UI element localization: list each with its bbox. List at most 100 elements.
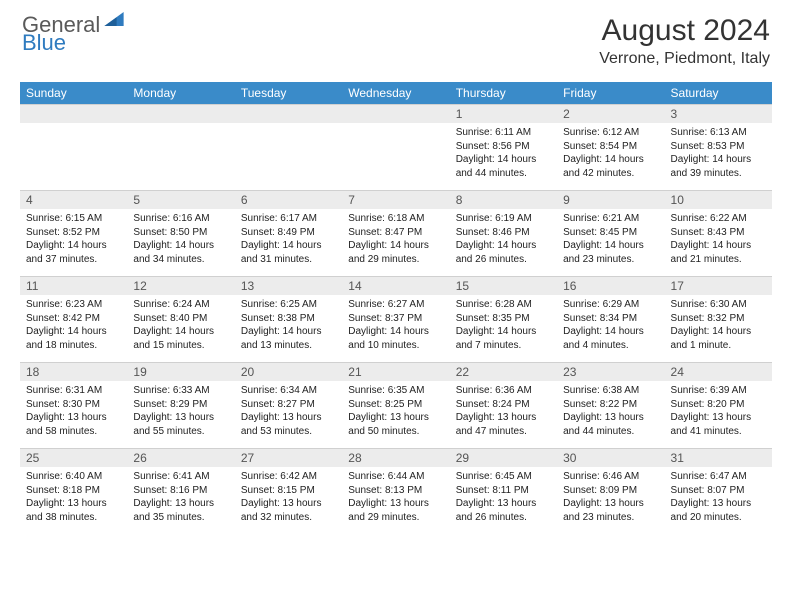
day-number: 29 — [450, 448, 557, 467]
day-header: Tuesday — [235, 82, 342, 104]
day-text: Sunrise: 6:46 AMSunset: 8:09 PMDaylight:… — [557, 467, 664, 530]
day-number: 7 — [342, 190, 449, 209]
day-text: Sunrise: 6:17 AMSunset: 8:49 PMDaylight:… — [235, 209, 342, 272]
calendar-cell: 17Sunrise: 6:30 AMSunset: 8:32 PMDayligh… — [665, 276, 772, 362]
calendar-cell: 6Sunrise: 6:17 AMSunset: 8:49 PMDaylight… — [235, 190, 342, 276]
day-text: Sunrise: 6:39 AMSunset: 8:20 PMDaylight:… — [665, 381, 772, 444]
day-number: 8 — [450, 190, 557, 209]
calendar-week: 4Sunrise: 6:15 AMSunset: 8:52 PMDaylight… — [20, 190, 772, 276]
day-text: Sunrise: 6:12 AMSunset: 8:54 PMDaylight:… — [557, 123, 664, 186]
day-text: Sunrise: 6:30 AMSunset: 8:32 PMDaylight:… — [665, 295, 772, 358]
day-text: Sunrise: 6:25 AMSunset: 8:38 PMDaylight:… — [235, 295, 342, 358]
calendar-cell: 16Sunrise: 6:29 AMSunset: 8:34 PMDayligh… — [557, 276, 664, 362]
title-block: August 2024 Verrone, Piedmont, Italy — [599, 14, 770, 68]
calendar-cell: 25Sunrise: 6:40 AMSunset: 8:18 PMDayligh… — [20, 448, 127, 534]
day-text: Sunrise: 6:33 AMSunset: 8:29 PMDaylight:… — [127, 381, 234, 444]
logo: GeneralBlue — [22, 14, 122, 54]
day-header: Monday — [127, 82, 234, 104]
calendar-week: 11Sunrise: 6:23 AMSunset: 8:42 PMDayligh… — [20, 276, 772, 362]
calendar-cell: 10Sunrise: 6:22 AMSunset: 8:43 PMDayligh… — [665, 190, 772, 276]
day-number: 27 — [235, 448, 342, 467]
day-text: Sunrise: 6:45 AMSunset: 8:11 PMDaylight:… — [450, 467, 557, 530]
day-number: 2 — [557, 104, 664, 123]
calendar-cell — [235, 104, 342, 190]
calendar-cell: 5Sunrise: 6:16 AMSunset: 8:50 PMDaylight… — [127, 190, 234, 276]
day-text: Sunrise: 6:47 AMSunset: 8:07 PMDaylight:… — [665, 467, 772, 530]
calendar-cell: 24Sunrise: 6:39 AMSunset: 8:20 PMDayligh… — [665, 362, 772, 448]
day-number: 4 — [20, 190, 127, 209]
day-number: 23 — [557, 362, 664, 381]
calendar-cell: 2Sunrise: 6:12 AMSunset: 8:54 PMDaylight… — [557, 104, 664, 190]
day-number: 5 — [127, 190, 234, 209]
day-number: 9 — [557, 190, 664, 209]
day-number: 26 — [127, 448, 234, 467]
day-number: 25 — [20, 448, 127, 467]
day-header: Friday — [557, 82, 664, 104]
day-number: 15 — [450, 276, 557, 295]
calendar-cell: 27Sunrise: 6:42 AMSunset: 8:15 PMDayligh… — [235, 448, 342, 534]
logo-triangle-icon — [104, 12, 124, 30]
day-number: 16 — [557, 276, 664, 295]
day-number: 14 — [342, 276, 449, 295]
day-text: Sunrise: 6:34 AMSunset: 8:27 PMDaylight:… — [235, 381, 342, 444]
day-number: 22 — [450, 362, 557, 381]
day-text: Sunrise: 6:21 AMSunset: 8:45 PMDaylight:… — [557, 209, 664, 272]
day-number — [235, 104, 342, 123]
calendar-cell: 23Sunrise: 6:38 AMSunset: 8:22 PMDayligh… — [557, 362, 664, 448]
day-number — [20, 104, 127, 123]
calendar-cell — [127, 104, 234, 190]
calendar-cell: 31Sunrise: 6:47 AMSunset: 8:07 PMDayligh… — [665, 448, 772, 534]
calendar-cell: 18Sunrise: 6:31 AMSunset: 8:30 PMDayligh… — [20, 362, 127, 448]
day-text: Sunrise: 6:11 AMSunset: 8:56 PMDaylight:… — [450, 123, 557, 186]
day-number: 18 — [20, 362, 127, 381]
calendar-head: SundayMondayTuesdayWednesdayThursdayFrid… — [20, 82, 772, 104]
calendar-cell: 7Sunrise: 6:18 AMSunset: 8:47 PMDaylight… — [342, 190, 449, 276]
day-header: Saturday — [665, 82, 772, 104]
day-number: 31 — [665, 448, 772, 467]
calendar-cell: 26Sunrise: 6:41 AMSunset: 8:16 PMDayligh… — [127, 448, 234, 534]
day-text: Sunrise: 6:38 AMSunset: 8:22 PMDaylight:… — [557, 381, 664, 444]
day-number: 19 — [127, 362, 234, 381]
calendar: SundayMondayTuesdayWednesdayThursdayFrid… — [20, 82, 772, 534]
day-number: 12 — [127, 276, 234, 295]
day-number: 20 — [235, 362, 342, 381]
calendar-cell: 13Sunrise: 6:25 AMSunset: 8:38 PMDayligh… — [235, 276, 342, 362]
day-text: Sunrise: 6:19 AMSunset: 8:46 PMDaylight:… — [450, 209, 557, 272]
day-text: Sunrise: 6:24 AMSunset: 8:40 PMDaylight:… — [127, 295, 234, 358]
day-header: Thursday — [450, 82, 557, 104]
day-text: Sunrise: 6:23 AMSunset: 8:42 PMDaylight:… — [20, 295, 127, 358]
day-text: Sunrise: 6:16 AMSunset: 8:50 PMDaylight:… — [127, 209, 234, 272]
calendar-cell — [342, 104, 449, 190]
day-number: 28 — [342, 448, 449, 467]
day-number: 10 — [665, 190, 772, 209]
calendar-cell: 20Sunrise: 6:34 AMSunset: 8:27 PMDayligh… — [235, 362, 342, 448]
day-text: Sunrise: 6:41 AMSunset: 8:16 PMDaylight:… — [127, 467, 234, 530]
day-number: 11 — [20, 276, 127, 295]
day-number: 30 — [557, 448, 664, 467]
day-text: Sunrise: 6:35 AMSunset: 8:25 PMDaylight:… — [342, 381, 449, 444]
calendar-cell: 14Sunrise: 6:27 AMSunset: 8:37 PMDayligh… — [342, 276, 449, 362]
calendar-cell: 11Sunrise: 6:23 AMSunset: 8:42 PMDayligh… — [20, 276, 127, 362]
calendar-cell: 28Sunrise: 6:44 AMSunset: 8:13 PMDayligh… — [342, 448, 449, 534]
calendar-cell: 1Sunrise: 6:11 AMSunset: 8:56 PMDaylight… — [450, 104, 557, 190]
day-text: Sunrise: 6:27 AMSunset: 8:37 PMDaylight:… — [342, 295, 449, 358]
calendar-cell — [20, 104, 127, 190]
calendar-cell: 15Sunrise: 6:28 AMSunset: 8:35 PMDayligh… — [450, 276, 557, 362]
calendar-cell: 3Sunrise: 6:13 AMSunset: 8:53 PMDaylight… — [665, 104, 772, 190]
calendar-week: 18Sunrise: 6:31 AMSunset: 8:30 PMDayligh… — [20, 362, 772, 448]
calendar-cell: 4Sunrise: 6:15 AMSunset: 8:52 PMDaylight… — [20, 190, 127, 276]
calendar-week: 1Sunrise: 6:11 AMSunset: 8:56 PMDaylight… — [20, 104, 772, 190]
calendar-cell: 8Sunrise: 6:19 AMSunset: 8:46 PMDaylight… — [450, 190, 557, 276]
day-text: Sunrise: 6:44 AMSunset: 8:13 PMDaylight:… — [342, 467, 449, 530]
calendar-cell: 9Sunrise: 6:21 AMSunset: 8:45 PMDaylight… — [557, 190, 664, 276]
day-number: 21 — [342, 362, 449, 381]
day-text: Sunrise: 6:13 AMSunset: 8:53 PMDaylight:… — [665, 123, 772, 186]
day-number — [127, 104, 234, 123]
day-text: Sunrise: 6:42 AMSunset: 8:15 PMDaylight:… — [235, 467, 342, 530]
calendar-cell: 30Sunrise: 6:46 AMSunset: 8:09 PMDayligh… — [557, 448, 664, 534]
calendar-cell: 29Sunrise: 6:45 AMSunset: 8:11 PMDayligh… — [450, 448, 557, 534]
calendar-cell: 19Sunrise: 6:33 AMSunset: 8:29 PMDayligh… — [127, 362, 234, 448]
day-text: Sunrise: 6:18 AMSunset: 8:47 PMDaylight:… — [342, 209, 449, 272]
day-number: 6 — [235, 190, 342, 209]
calendar-cell: 12Sunrise: 6:24 AMSunset: 8:40 PMDayligh… — [127, 276, 234, 362]
